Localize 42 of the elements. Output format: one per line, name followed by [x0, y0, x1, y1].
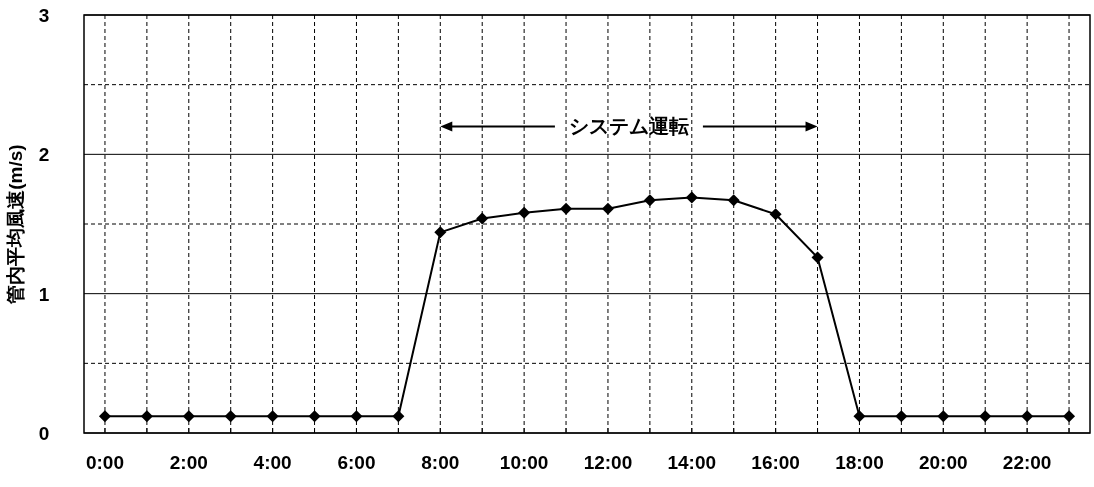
point: [182, 410, 195, 423]
point: [769, 208, 782, 221]
point: [895, 410, 908, 423]
point: [1063, 410, 1076, 423]
x-tick-label: 6:00: [337, 452, 376, 473]
point: [937, 410, 950, 423]
x-tick-label: 22:00: [1002, 452, 1052, 473]
annotation: システム運転: [568, 115, 689, 138]
x-tick-label: 2:00: [169, 452, 208, 473]
x-tick-label: 8:00: [421, 452, 460, 473]
point: [98, 410, 111, 423]
point: [601, 202, 614, 215]
point: [350, 410, 363, 423]
y-axis-title: 管内平均風速(m/s): [5, 144, 26, 305]
x-tick-label: 4:00: [253, 452, 292, 473]
point: [685, 191, 698, 204]
point: [266, 410, 279, 423]
point: [643, 194, 656, 207]
point: [727, 194, 740, 207]
point: [434, 226, 447, 239]
point: [308, 410, 321, 423]
x-tick-label: 10:00: [499, 452, 549, 473]
y-tick-label: 1: [38, 283, 50, 305]
x-tick-label: 16:00: [751, 452, 800, 473]
y-tick-label: 3: [38, 5, 50, 26]
y-tick-label: 2: [38, 144, 50, 166]
point: [853, 410, 866, 423]
y-tick-label: 0: [38, 423, 50, 444]
point: [392, 410, 405, 423]
x-tick-label: 0:00: [85, 452, 124, 473]
x-tick-label: 20:00: [918, 452, 968, 473]
point: [518, 206, 531, 219]
point: [560, 202, 573, 215]
point: [1021, 410, 1034, 423]
point: [476, 212, 489, 225]
x-tick-label: 14:00: [667, 452, 717, 473]
point: [140, 410, 153, 423]
x-tick-label: 18:00: [835, 452, 884, 473]
x-tick-label: 12:00: [583, 452, 633, 473]
point: [224, 410, 237, 423]
point: [979, 410, 992, 423]
point: [811, 251, 824, 264]
